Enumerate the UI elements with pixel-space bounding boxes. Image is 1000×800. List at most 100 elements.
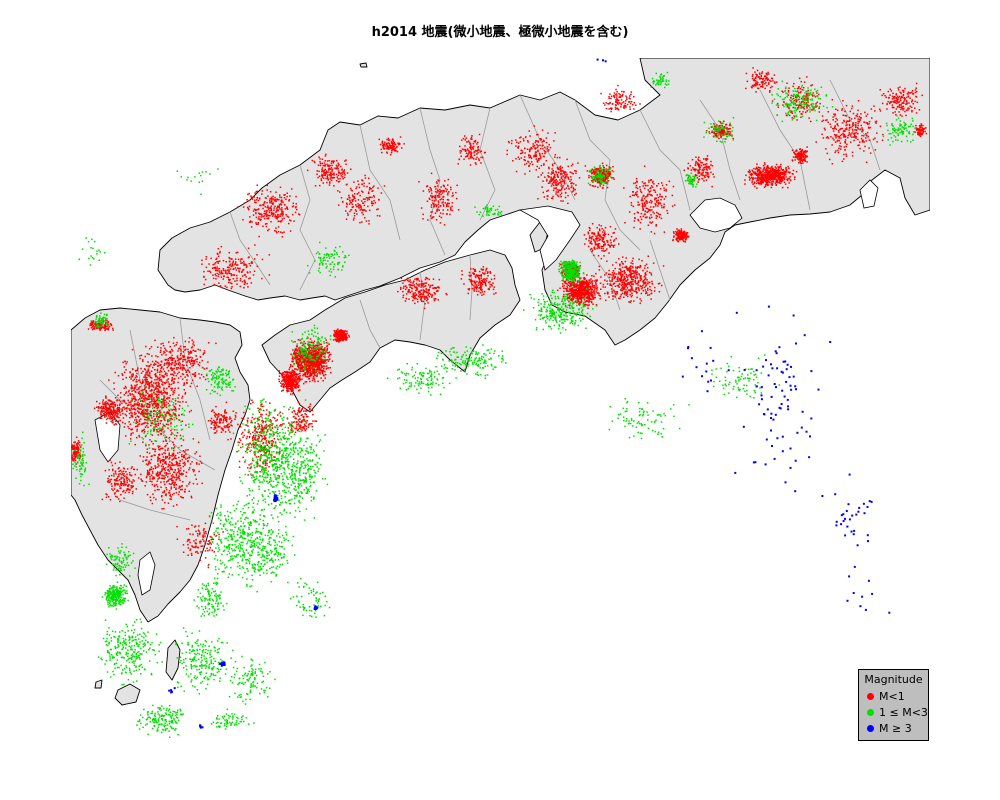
event-point [634,277,637,280]
event-point [178,361,181,364]
event-point [562,272,564,274]
event-point [129,409,132,411]
event-point [788,167,790,170]
event-point [315,362,317,364]
event-point [626,283,629,285]
event-point [763,176,765,178]
event-point [147,369,150,372]
event-point [134,443,136,446]
event-point [755,166,758,169]
event-point [102,414,104,417]
event-point [288,384,291,386]
event-point [321,365,323,367]
event-point [778,179,781,181]
event-point [111,418,114,420]
event-point [565,279,568,281]
event-point [320,360,323,362]
event-point [570,282,573,284]
event-point [298,366,300,369]
event-point [572,288,575,291]
event-point [160,367,162,370]
event-point [577,298,580,301]
event-point [626,287,629,289]
event-point [294,379,296,381]
event-point [150,377,153,379]
event-point [800,153,803,155]
event-point [774,182,777,185]
event-point [290,374,293,376]
event-point [801,160,804,162]
event-point [140,389,142,392]
seismicity-map[interactable] [71,58,930,742]
event-point [136,425,138,427]
event-point [130,406,133,408]
event-point [779,169,781,172]
event-point [620,289,622,292]
event-point [316,351,319,353]
event-point [635,269,637,271]
event-point [634,276,636,278]
event-point [123,426,126,428]
event-point [589,287,592,290]
event-point [629,281,632,284]
event-point [295,355,297,358]
event-point [344,337,347,340]
event-point [307,353,310,355]
event-point [278,370,280,372]
event-point [576,275,579,277]
event-point [106,407,109,409]
event-point [321,348,324,351]
event-point [320,358,322,360]
event-point [144,421,146,424]
event-point [325,362,327,364]
event-point [574,278,576,281]
event-point [324,360,326,362]
event-point [778,181,781,183]
event-point [590,170,592,172]
event-point [657,283,660,285]
event-point [642,290,644,292]
event-point [636,276,638,278]
event-point [632,257,634,260]
event-point [164,399,166,402]
event-point [593,173,596,175]
event-point [156,371,159,373]
event-point [306,376,308,378]
event-point [156,393,158,396]
event-point [146,398,148,401]
event-point [203,350,206,352]
event-point [793,152,796,154]
event-point [591,168,593,170]
event-point [771,175,774,177]
event-point [580,301,582,304]
event-point [168,385,170,388]
event-point [112,410,115,413]
event-point [159,385,161,388]
event-point [125,387,127,389]
event-point [631,266,634,268]
event-point [607,176,609,178]
event-point [158,410,160,413]
event-point [799,157,801,159]
event-point [682,237,684,240]
event-point [579,293,581,295]
event-point [163,382,166,384]
event-point [318,356,321,359]
event-point [588,283,590,286]
event-point [586,304,588,306]
event-point [125,392,127,394]
event-point [641,286,644,289]
event-point [623,279,626,281]
event-point [622,278,624,281]
event-point [294,386,296,389]
event-point [170,383,173,386]
event-point [647,281,649,283]
event-point [620,284,623,287]
event-point [323,348,326,351]
event-point [642,284,644,287]
event-point [753,173,755,175]
event-point [679,233,681,236]
event-point [679,235,681,237]
event-point [331,360,334,362]
event-point [307,375,310,378]
